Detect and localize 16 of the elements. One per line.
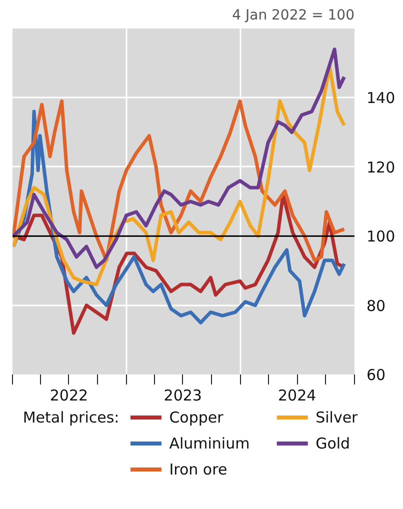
line-series bbox=[12, 99, 346, 262]
legend-label: Aluminium bbox=[169, 434, 250, 452]
y-tick-label: 100 bbox=[366, 228, 396, 246]
y-tick-label: 140 bbox=[366, 89, 396, 108]
x-tick-label: 2023 bbox=[164, 386, 202, 404]
x-tick-label: 2022 bbox=[50, 386, 88, 404]
y-tick-label: 60 bbox=[366, 366, 386, 384]
legend-label: Gold bbox=[316, 434, 350, 452]
y-tick-label: 80 bbox=[366, 296, 386, 315]
x-tick-label: 2024 bbox=[278, 386, 316, 404]
legend-title: Metal prices: bbox=[22, 408, 120, 426]
legend-label: Copper bbox=[169, 408, 224, 426]
legend-label: Iron ore bbox=[169, 460, 228, 478]
legend-label: Silver bbox=[316, 408, 359, 426]
y-tick-label: 120 bbox=[366, 158, 396, 176]
y-axis-title: 4 Jan 2022 = 100 bbox=[232, 8, 355, 24]
